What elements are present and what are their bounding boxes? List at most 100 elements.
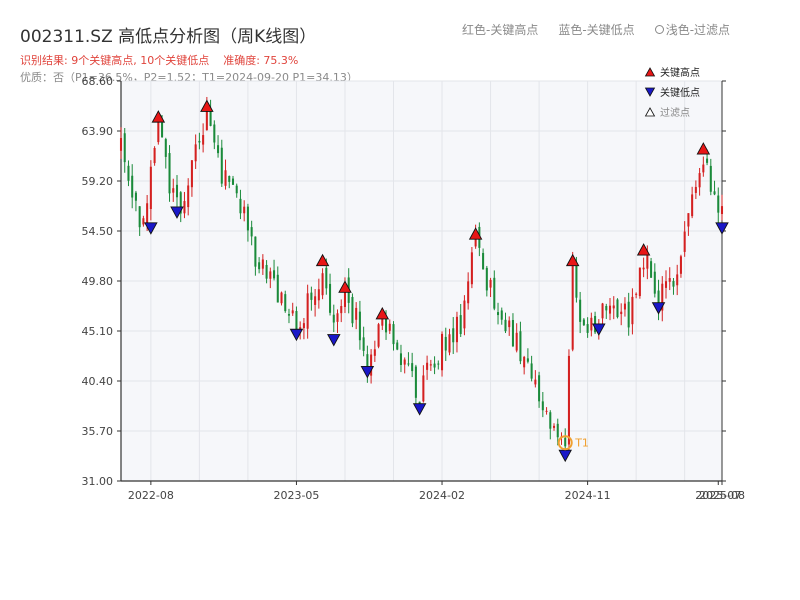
candle-body bbox=[523, 356, 526, 368]
candle-body bbox=[702, 164, 705, 173]
candle-body bbox=[635, 293, 638, 295]
candle-body bbox=[146, 203, 149, 224]
candle-body bbox=[642, 267, 645, 270]
candle-body bbox=[530, 363, 533, 379]
key-low-marker bbox=[715, 222, 729, 235]
candle-body bbox=[224, 170, 227, 186]
t1-label: T1 bbox=[574, 437, 589, 450]
key-low-marker bbox=[360, 366, 375, 379]
candle-body bbox=[485, 267, 488, 291]
legend-label: 关键低点 bbox=[660, 86, 700, 99]
candle-body bbox=[556, 423, 559, 438]
candle-body bbox=[172, 188, 175, 193]
candle-body bbox=[500, 310, 503, 320]
circle-icon bbox=[654, 25, 664, 34]
candle-body bbox=[541, 401, 544, 411]
candle-body bbox=[571, 260, 574, 350]
candle-body bbox=[351, 296, 354, 324]
top-legend-red: 红色-关键高点 bbox=[462, 23, 539, 37]
candle-body bbox=[217, 145, 220, 154]
candle-body bbox=[444, 336, 447, 351]
candle-body bbox=[134, 192, 137, 201]
y-tick-label: 63.90 bbox=[82, 125, 114, 138]
y-tick-label: 40.40 bbox=[82, 375, 114, 388]
candle-body bbox=[467, 281, 470, 304]
candle-body bbox=[586, 324, 589, 333]
candle-body bbox=[463, 300, 466, 329]
candle-body bbox=[399, 353, 402, 365]
result-text: 识别结果: 9个关键高点, 10个关键低点 bbox=[20, 54, 210, 67]
candle-body bbox=[441, 333, 444, 371]
candle-body bbox=[179, 192, 182, 214]
candle-body bbox=[631, 296, 634, 325]
candle-body bbox=[549, 412, 552, 429]
candle-body bbox=[575, 265, 578, 298]
y-tick-label: 59.20 bbox=[82, 175, 114, 188]
candle-body bbox=[332, 314, 335, 323]
candle-body bbox=[142, 218, 145, 225]
candle-body bbox=[601, 303, 604, 319]
candle-body bbox=[149, 166, 152, 210]
candle-body bbox=[187, 185, 190, 208]
candle-body bbox=[358, 311, 361, 341]
candle-body bbox=[664, 281, 668, 288]
candle-body bbox=[713, 191, 716, 195]
x-tick-label: 2024-11 bbox=[565, 489, 611, 502]
candle-body bbox=[668, 278, 671, 282]
candle-body bbox=[650, 261, 653, 278]
candle-body bbox=[493, 277, 496, 309]
t1-circle bbox=[557, 435, 573, 451]
legend-marker bbox=[644, 87, 656, 97]
candle-body bbox=[709, 165, 712, 192]
candle-body bbox=[314, 296, 317, 305]
accuracy-text: 准确度: 75.3% bbox=[223, 54, 299, 67]
candle-body bbox=[616, 299, 619, 318]
candle-body bbox=[295, 310, 298, 330]
key-low-marker bbox=[651, 302, 666, 315]
candle-body bbox=[459, 315, 462, 335]
candle-body bbox=[687, 213, 690, 227]
candle-body bbox=[526, 358, 529, 362]
candle-body bbox=[676, 274, 679, 286]
x-tick-label: 2022-08 bbox=[128, 489, 174, 502]
candle-body bbox=[306, 293, 309, 329]
key-low-marker bbox=[412, 403, 427, 416]
candle-body bbox=[579, 299, 582, 322]
candle-body bbox=[508, 320, 511, 328]
candle-body bbox=[362, 337, 365, 351]
candle-body bbox=[325, 267, 328, 289]
candle-body bbox=[608, 305, 612, 314]
candle-body bbox=[407, 363, 410, 365]
candle-body bbox=[265, 264, 268, 279]
key-high-marker bbox=[151, 110, 166, 123]
candle-body bbox=[590, 317, 593, 331]
candle-body bbox=[455, 316, 458, 343]
candle-body bbox=[567, 355, 570, 445]
candle-body bbox=[317, 289, 320, 301]
candle-body bbox=[612, 305, 615, 309]
y-tick-label: 35.70 bbox=[82, 425, 114, 438]
candle-body bbox=[284, 294, 287, 312]
candle-body bbox=[717, 195, 720, 213]
candle-body bbox=[161, 122, 164, 138]
candle-body bbox=[276, 274, 279, 303]
candle-body bbox=[646, 255, 649, 269]
candle-body bbox=[228, 176, 231, 182]
candle-body bbox=[661, 283, 664, 311]
candle-body bbox=[385, 315, 388, 333]
candle-body bbox=[235, 185, 238, 194]
top-legend: 红色-关键高点 蓝色-关键低点 浅色-过滤点 bbox=[462, 21, 730, 38]
key-high-marker bbox=[375, 306, 390, 320]
candle-body bbox=[489, 279, 492, 288]
candle-body bbox=[329, 283, 332, 313]
candle-body bbox=[396, 342, 399, 350]
candle-body bbox=[627, 301, 630, 328]
candle-body bbox=[343, 282, 347, 307]
result-summary: 识别结果: 9个关键高点, 10个关键低点 准确度: 75.3% bbox=[20, 52, 312, 68]
key-high-marker bbox=[338, 280, 352, 293]
candle-body bbox=[683, 231, 686, 252]
candle-body bbox=[653, 271, 656, 294]
candle-body bbox=[183, 201, 186, 214]
